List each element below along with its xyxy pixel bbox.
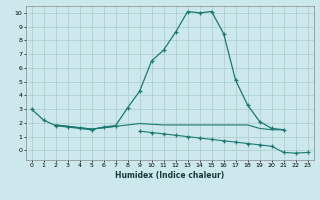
X-axis label: Humidex (Indice chaleur): Humidex (Indice chaleur): [115, 171, 224, 180]
